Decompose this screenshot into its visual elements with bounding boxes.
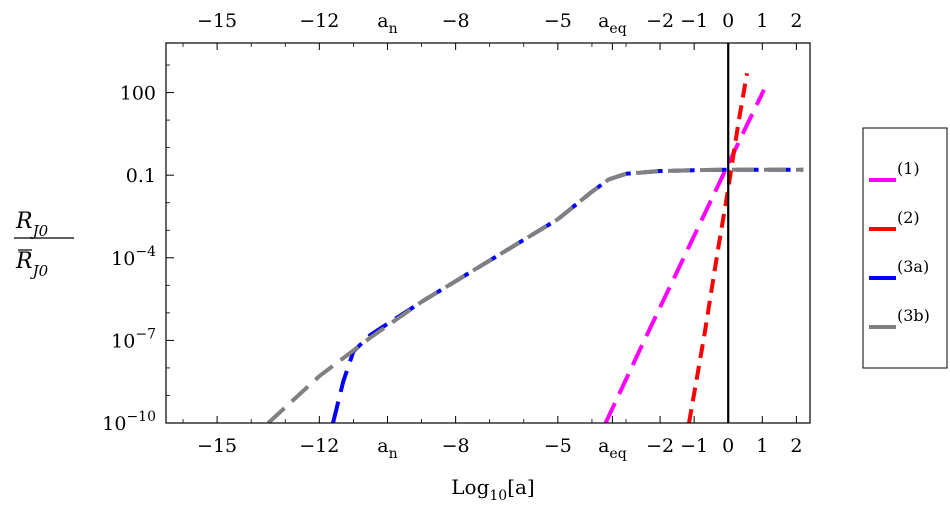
x-tick-label-top: −15 — [197, 10, 237, 32]
legend-label: (1) — [897, 159, 920, 178]
series-line-4 — [266, 167, 804, 423]
x-tick-label-bottom: 1 — [756, 435, 768, 457]
y-tick-label: 10−10 — [102, 409, 156, 435]
x-tick-label-bottom: −1 — [680, 435, 708, 457]
legend-label: (3a) — [897, 257, 929, 276]
axes: −15 −15 −12 −12 an an −8 −8 −5 −5 aeq aeq −2 −2 −1 −1 0 0… — [14, 10, 811, 504]
x-tick-label-top: −1 — [680, 10, 708, 32]
x-tick-label-bottom: −8 — [442, 435, 470, 457]
x-tick-label-bottom: −2 — [646, 435, 674, 457]
legend-label: (2) — [897, 208, 920, 227]
x-tick-label-bottom: −12 — [299, 435, 339, 457]
x-axis-title: Log10[a] — [451, 475, 534, 504]
series-line-2 — [687, 72, 749, 423]
series-line-1 — [603, 88, 766, 423]
x-tick-label-bottom: 2 — [790, 435, 802, 457]
x-tick-label-top: −2 — [646, 10, 674, 32]
x-tick-label-bottom: −15 — [197, 435, 237, 457]
legend-box — [862, 127, 948, 369]
series-line-3 — [331, 167, 804, 423]
legend-label: (3b) — [897, 306, 930, 325]
y-tick-label: 10−4 — [111, 244, 156, 270]
svg-text:RJ0: RJ0 — [15, 249, 49, 280]
x-tick-label-bottom: aeq — [598, 435, 627, 462]
x-tick-label-top: 0 — [722, 10, 734, 32]
plot-area — [266, 72, 804, 423]
x-tick-label-bottom: −5 — [544, 435, 572, 457]
x-tick-label-top: an — [377, 10, 397, 37]
x-tick-label-bottom: an — [377, 435, 397, 462]
x-tick-label-top: 2 — [790, 10, 802, 32]
x-tick-label-top: −8 — [442, 10, 470, 32]
y-tick-label: 10−7 — [111, 326, 156, 352]
x-tick-label-top: aeq — [598, 10, 627, 37]
x-tick-label-top: −5 — [544, 10, 572, 32]
y-tick-label: 0.1 — [126, 165, 156, 187]
legend: (1) (2) (3a) (3b) — [862, 127, 948, 369]
plot-frame — [165, 42, 811, 424]
x-tick-label-top: 1 — [756, 10, 768, 32]
x-tick-label-bottom: 0 — [722, 435, 734, 457]
x-tick-label-top: −12 — [299, 10, 339, 32]
svg-text:RJ0: RJ0 — [15, 209, 49, 240]
y-tick-label: 100 — [120, 83, 156, 105]
